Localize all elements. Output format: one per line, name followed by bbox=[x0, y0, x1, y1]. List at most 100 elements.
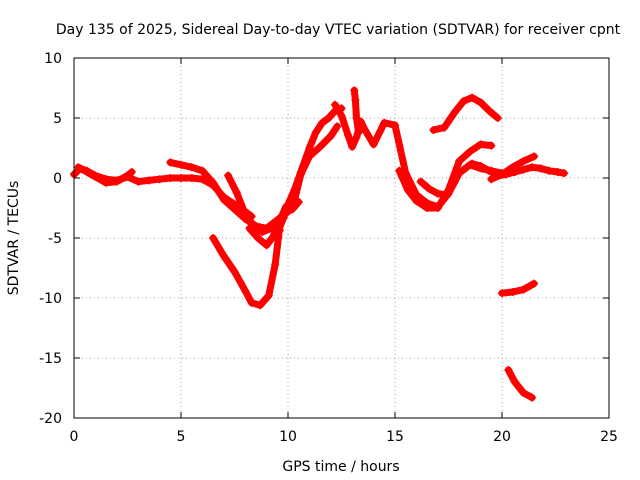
series-trace bbox=[350, 86, 363, 136]
series-trace bbox=[273, 104, 345, 237]
data-point bbox=[123, 171, 132, 180]
data-point bbox=[527, 163, 536, 172]
data-point bbox=[296, 170, 305, 179]
data-point bbox=[256, 301, 265, 310]
data-point bbox=[144, 176, 153, 185]
data-point bbox=[450, 108, 459, 116]
data-point bbox=[279, 213, 288, 222]
data-point bbox=[91, 172, 100, 181]
data-point bbox=[241, 286, 250, 295]
data-point bbox=[74, 163, 83, 172]
data-point bbox=[198, 166, 207, 175]
series-arc-11 bbox=[395, 140, 496, 212]
data-point bbox=[465, 147, 474, 156]
data-point bbox=[82, 168, 91, 176]
x-axis-label: GPS time / hours bbox=[282, 459, 399, 475]
data-point bbox=[177, 174, 185, 182]
data-point bbox=[361, 126, 370, 134]
data-point bbox=[127, 168, 136, 176]
data-point bbox=[354, 128, 363, 137]
series-arc-14 bbox=[468, 159, 569, 180]
data-point bbox=[262, 241, 271, 250]
data-point bbox=[504, 366, 513, 374]
data-point bbox=[102, 178, 111, 187]
series-trace bbox=[288, 122, 341, 213]
series-arc-12 bbox=[416, 177, 451, 199]
data-point bbox=[273, 229, 282, 238]
data-point bbox=[493, 114, 502, 122]
series-arc-10 bbox=[350, 86, 363, 137]
data-point bbox=[187, 163, 196, 172]
data-point bbox=[112, 177, 121, 186]
data-point bbox=[155, 175, 164, 184]
series-arc-9 bbox=[331, 100, 506, 211]
data-point bbox=[476, 162, 485, 170]
series-trace bbox=[498, 280, 538, 297]
data-point bbox=[519, 165, 528, 174]
data-point bbox=[468, 159, 477, 168]
y-axis-label: SDTVAR / TECUs bbox=[6, 181, 22, 296]
series-arc-8 bbox=[288, 122, 342, 214]
data-point bbox=[343, 130, 352, 139]
data-point bbox=[530, 152, 539, 161]
x-tick-label: 10 bbox=[279, 429, 297, 445]
series-arc-16 bbox=[498, 279, 539, 298]
data-point bbox=[412, 196, 421, 205]
data-point bbox=[219, 252, 228, 260]
data-point bbox=[429, 126, 438, 134]
data-point bbox=[305, 144, 314, 152]
y-tick-label: 5 bbox=[53, 111, 62, 127]
data-point bbox=[269, 232, 278, 241]
y-tick-label: -15 bbox=[39, 351, 62, 367]
data-point bbox=[485, 106, 494, 115]
data-point bbox=[318, 118, 327, 127]
y-tick-label: 10 bbox=[44, 51, 62, 67]
axis-ticks: 0 5 10 15 20 25 -20 -15 -10 -5 0 5 10 bbox=[39, 51, 618, 445]
data-point bbox=[416, 177, 425, 186]
series-trace bbox=[166, 158, 298, 232]
data-point bbox=[224, 171, 233, 180]
series-trace bbox=[504, 366, 536, 402]
data-point bbox=[333, 122, 342, 131]
data-point bbox=[348, 142, 357, 151]
data-point bbox=[288, 205, 297, 214]
data-point bbox=[530, 279, 539, 288]
data-point bbox=[459, 97, 468, 106]
series-arc-15 bbox=[487, 152, 539, 184]
data-point bbox=[487, 175, 496, 184]
data-point bbox=[209, 234, 218, 242]
data-point bbox=[230, 205, 239, 214]
data-point bbox=[498, 170, 506, 179]
series-arc-17 bbox=[504, 366, 536, 402]
data-point bbox=[305, 152, 314, 161]
data-point bbox=[476, 140, 485, 149]
data-point bbox=[166, 158, 175, 167]
series-layer bbox=[70, 86, 569, 402]
data-point bbox=[352, 114, 361, 122]
series-trace bbox=[430, 94, 502, 134]
data-point bbox=[245, 224, 254, 233]
series-arc-5 bbox=[209, 225, 284, 310]
x-tick-label: 15 bbox=[386, 429, 404, 445]
data-point bbox=[337, 111, 346, 120]
data-point bbox=[391, 121, 399, 130]
series-trace bbox=[395, 140, 495, 212]
data-point bbox=[425, 184, 434, 193]
x-tick-label: 5 bbox=[177, 429, 186, 445]
data-point bbox=[232, 188, 241, 197]
data-point bbox=[209, 178, 218, 187]
data-point bbox=[433, 189, 442, 198]
data-point bbox=[553, 168, 562, 176]
data-point bbox=[219, 195, 228, 204]
data-point bbox=[247, 298, 256, 307]
data-point bbox=[485, 166, 494, 175]
x-tick-label: 25 bbox=[600, 429, 618, 445]
data-point bbox=[311, 128, 320, 137]
data-point bbox=[230, 267, 239, 276]
data-point bbox=[442, 190, 451, 199]
data-point bbox=[331, 100, 340, 109]
data-point bbox=[560, 169, 569, 178]
data-point bbox=[536, 164, 545, 173]
data-point bbox=[241, 210, 250, 218]
